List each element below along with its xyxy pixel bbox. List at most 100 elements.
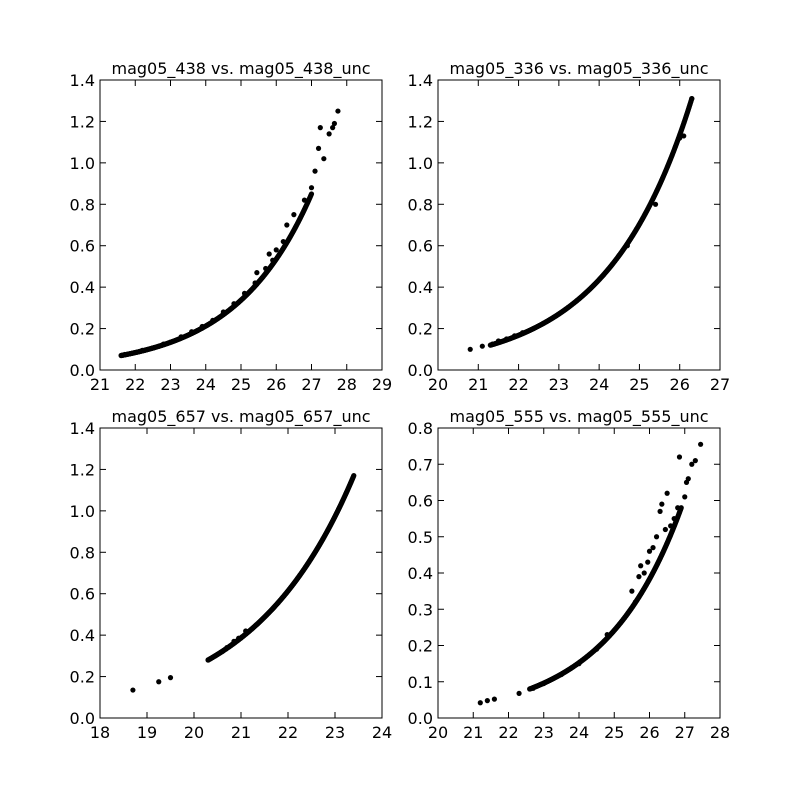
data-point xyxy=(652,201,659,207)
data-point xyxy=(676,454,683,460)
x-tick-label: 20 xyxy=(428,375,448,394)
data-point xyxy=(698,441,704,447)
y-tick-label: 0.5 xyxy=(408,528,433,547)
y-tick-label: 1.2 xyxy=(408,112,433,131)
y-tick-label: 1.0 xyxy=(70,154,95,173)
y-tick-label: 0.2 xyxy=(408,320,433,339)
data-point xyxy=(266,251,272,257)
data-point xyxy=(685,476,691,482)
data-point xyxy=(315,145,322,151)
data-point xyxy=(224,644,230,651)
x-tick-label: 24 xyxy=(372,723,392,742)
panel-title: mag05_438 vs. mag05_438_unc xyxy=(111,59,370,79)
x-tick-label: 24 xyxy=(569,723,589,742)
y-tick-label: 1.4 xyxy=(70,71,95,90)
data-point xyxy=(252,280,258,286)
data-point xyxy=(317,125,323,131)
panel-mag05-657: mag05_657 vs. mag05_657_unc 18 19 20 21 22 23… xyxy=(70,407,393,742)
x-tick-label: 26 xyxy=(670,375,690,394)
x-tick-label: 22 xyxy=(498,723,518,742)
y-tick-label: 1.4 xyxy=(408,71,433,90)
data-point xyxy=(629,588,635,594)
data-point xyxy=(484,698,490,704)
data-point xyxy=(671,516,677,522)
x-tick-label: 25 xyxy=(629,375,649,394)
panel-title: mag05_657 vs. mag05_657_unc xyxy=(111,407,370,427)
y-tick-label: 0.8 xyxy=(408,419,433,438)
plot-area: 20 21 22 23 24 25 26 27 0.0 0.2 0.4 0.6 0.8 1.0 1.2 1.4 xyxy=(408,71,731,394)
x-tick-label: 23 xyxy=(325,723,345,742)
x-tick-label: 27 xyxy=(301,375,321,394)
data-point xyxy=(659,501,665,507)
x-tick-label: 26 xyxy=(266,375,286,394)
y-tick-label: 0.6 xyxy=(408,492,433,511)
y-tick-label: 0.4 xyxy=(408,278,433,297)
data-point xyxy=(604,632,610,638)
data-point xyxy=(541,680,547,687)
x-tick-label: 19 xyxy=(137,723,157,742)
data-point xyxy=(657,508,663,514)
y-tick-label: 0.8 xyxy=(70,543,95,562)
data-point xyxy=(139,347,145,353)
data-point xyxy=(205,657,211,663)
curve-point xyxy=(308,191,315,197)
curve-point xyxy=(351,473,357,479)
panel-mag05-336: mag05_336 vs. mag05_336_unc 20 21 22 23 24 25… xyxy=(408,59,731,394)
data-point xyxy=(130,687,136,693)
data-point xyxy=(467,346,473,352)
data-point xyxy=(650,545,656,551)
data-point xyxy=(594,646,600,652)
data-point xyxy=(321,156,327,162)
x-tick-label: 28 xyxy=(337,375,357,394)
data-point xyxy=(326,131,332,137)
y-tick-label: 1.0 xyxy=(408,154,433,173)
y-tick-label: 1.2 xyxy=(70,460,95,479)
data-point xyxy=(520,330,526,336)
y-tick-label: 0.6 xyxy=(70,585,95,604)
data-point xyxy=(638,563,644,569)
y-tick-label: 0.4 xyxy=(70,626,95,645)
y-tick-label: 0.8 xyxy=(70,195,95,214)
data-point xyxy=(479,343,485,349)
y-tick-label: 0.3 xyxy=(408,600,433,619)
y-tick-label: 1.4 xyxy=(70,419,95,438)
data-point xyxy=(331,120,338,127)
data-point xyxy=(636,574,642,580)
x-tick-label: 25 xyxy=(604,723,624,742)
x-tick-label: 22 xyxy=(278,723,298,742)
x-tick-label: 24 xyxy=(589,375,609,394)
x-tick-label: 25 xyxy=(231,375,251,394)
x-tick-label: 21 xyxy=(468,375,488,394)
y-tick-label: 0.4 xyxy=(70,278,95,297)
x-tick-label: 28 xyxy=(710,723,730,742)
data-point xyxy=(284,222,290,228)
y-tick-label: 0.6 xyxy=(408,237,433,256)
panel-mag05-438: mag05_438 vs. mag05_438_unc 21 22 23 24 25 26… xyxy=(70,59,393,394)
data-point xyxy=(491,696,497,702)
data-point xyxy=(301,197,308,203)
panel-title: mag05_336 vs. mag05_336_unc xyxy=(449,59,708,79)
y-tick-label: 0.6 xyxy=(70,237,95,256)
data-point xyxy=(689,96,695,102)
plot-area: 18 19 20 21 22 23 24 0.0 0.2 0.4 0.6 0.8 1.0 1.2 1.4 xyxy=(70,419,393,742)
data-point xyxy=(263,265,269,272)
data-point xyxy=(220,309,226,315)
x-tick-label: 22 xyxy=(508,375,528,394)
y-tick-label: 1.0 xyxy=(70,502,95,521)
x-tick-label: 23 xyxy=(160,375,180,394)
data-point xyxy=(122,351,128,358)
x-tick-label: 21 xyxy=(231,723,251,742)
data-point xyxy=(653,534,660,540)
y-tick-label: 0.2 xyxy=(70,320,95,339)
data-point xyxy=(178,334,184,340)
data-point xyxy=(645,559,651,565)
panel-mag05-555: mag05_555 vs. mag05_555_unc 20 21 22 23 24 25… xyxy=(408,407,731,742)
data-point xyxy=(677,135,683,141)
x-tick-label: 20 xyxy=(184,723,204,742)
x-tick-label: 26 xyxy=(639,723,659,742)
y-tick-label: 0.2 xyxy=(70,668,95,687)
data-point xyxy=(189,329,195,335)
data-point xyxy=(516,690,522,696)
data-point xyxy=(675,505,681,511)
